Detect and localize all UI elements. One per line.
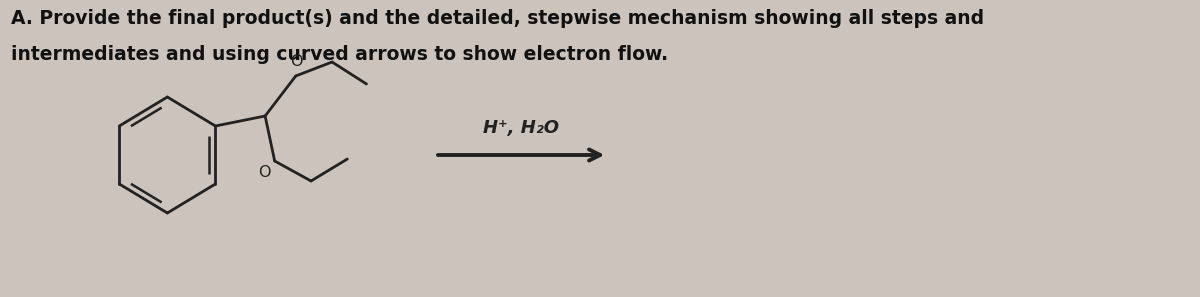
Text: H⁺, H₂O: H⁺, H₂O <box>484 119 559 137</box>
Text: intermediates and using curved arrows to show electron flow.: intermediates and using curved arrows to… <box>12 45 668 64</box>
Text: O: O <box>290 54 302 69</box>
Text: O: O <box>258 165 270 180</box>
Text: A. Provide the final product(s) and the detailed, stepwise mechanism showing all: A. Provide the final product(s) and the … <box>12 9 985 28</box>
